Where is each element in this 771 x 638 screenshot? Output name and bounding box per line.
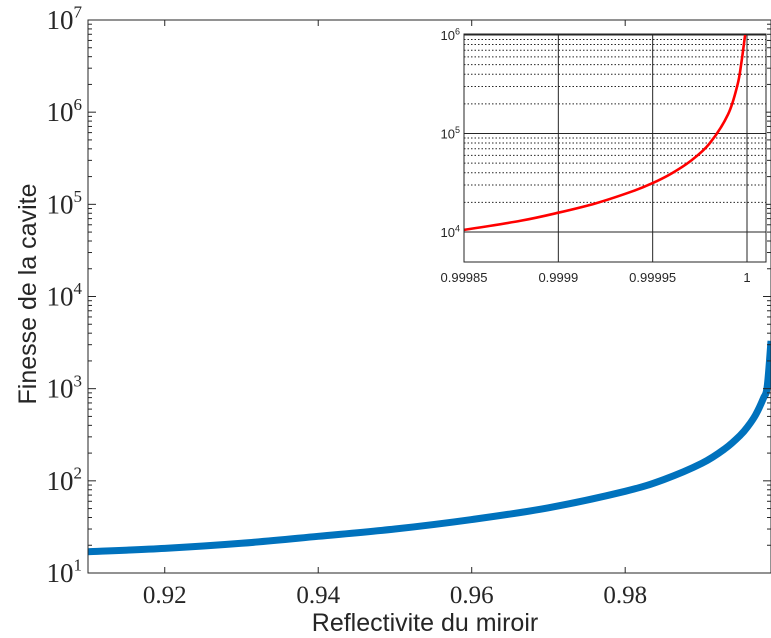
main-plot-frame	[87, 19, 771, 574]
inset-y-tick-label: 104	[441, 224, 460, 240]
inset-x-tick-label: 0.99995	[629, 270, 676, 285]
inset-y-tick-label: 106	[441, 27, 460, 43]
inset-x-tick-label: 1	[743, 270, 750, 285]
inset-axes: 104 105 106 0.99985 0.9999 0.99995 1	[441, 27, 767, 285]
series-line-inset	[463, 34, 747, 232]
y-tick-label: 104	[47, 279, 83, 311]
y-tick-label: 103	[47, 371, 83, 403]
y-axis-label: Finesse de la cavite	[14, 184, 42, 405]
x-axis-label: Reflectivite du miroir	[312, 609, 538, 637]
inset-x-tick-label: 0.9999	[538, 270, 578, 285]
x-tick-label: 0.94	[296, 582, 340, 609]
x-tick-label: 0.98	[603, 582, 647, 609]
y-tick-label: 107	[47, 3, 83, 35]
inset-background	[464, 34, 766, 262]
y-tick-label: 105	[47, 187, 83, 219]
y-tick-label: 101	[47, 556, 83, 588]
y-tick-label: 102	[47, 463, 83, 495]
inset-y-tick-label: 105	[441, 125, 460, 141]
y-tick-label: 106	[47, 95, 83, 127]
inset-x-tick-label: 0.99985	[441, 270, 488, 285]
inset-plot-frame	[463, 33, 767, 263]
x-tick-label: 0.92	[143, 582, 187, 609]
series-line-main	[87, 340, 771, 556]
x-tick-label: 0.96	[450, 582, 494, 609]
